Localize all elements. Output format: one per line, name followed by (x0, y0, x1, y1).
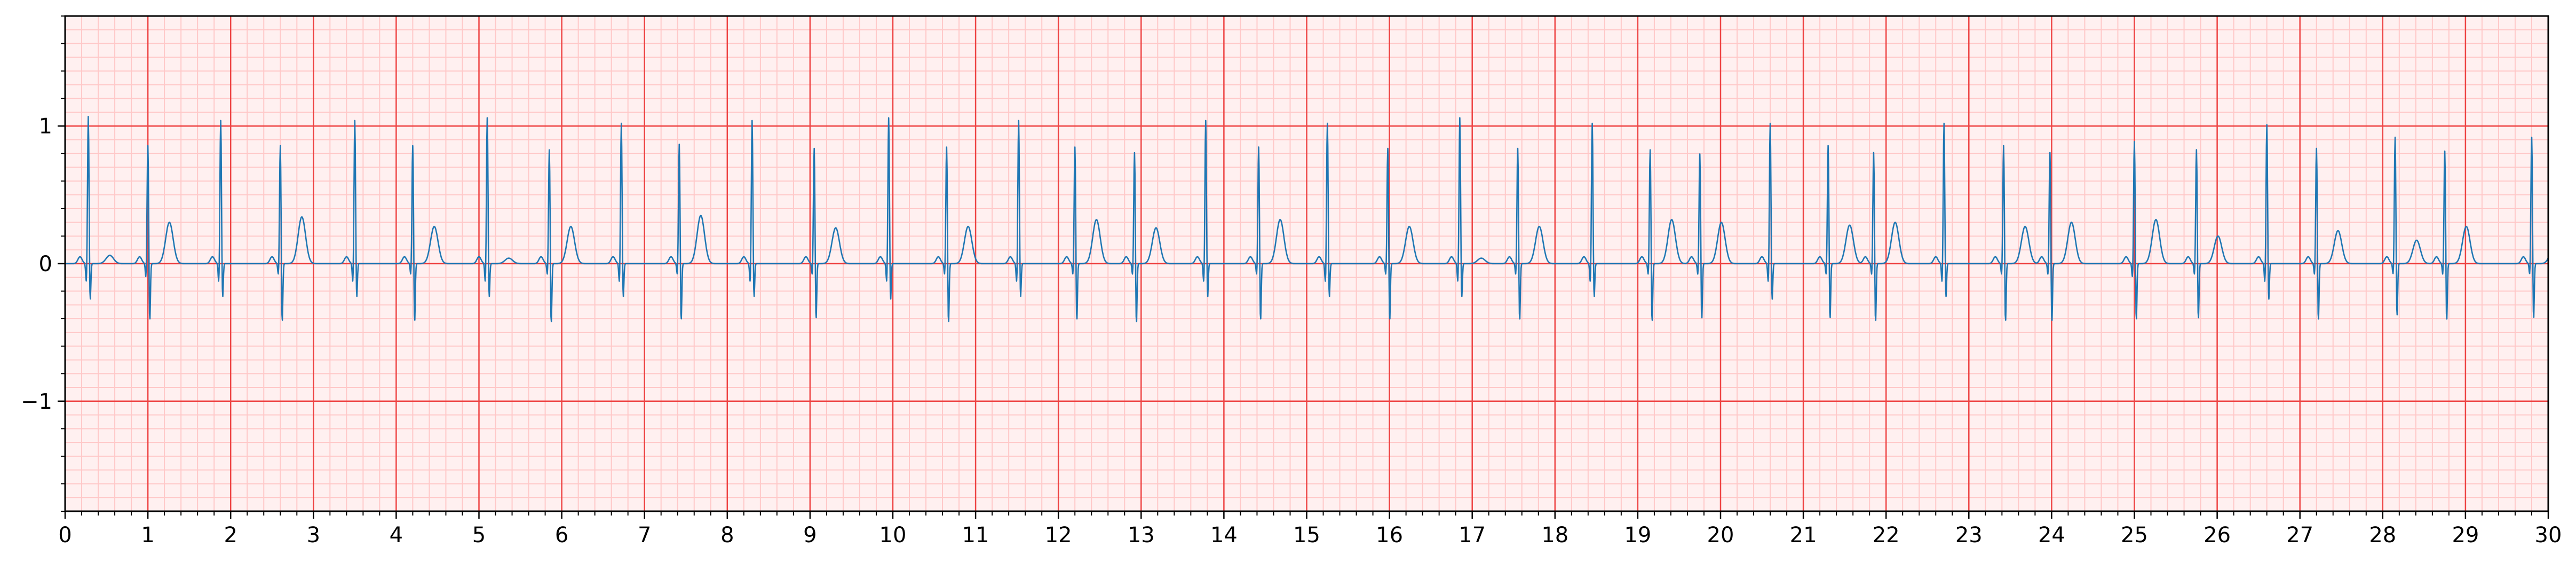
x-tick-label: 21 (1790, 523, 1817, 548)
x-tick-label: 15 (1293, 523, 1320, 548)
x-tick-label: 14 (1210, 523, 1238, 548)
x-tick-label: 18 (1541, 523, 1568, 548)
x-tick-label: 5 (472, 523, 486, 548)
x-tick-label: 25 (2121, 523, 2148, 548)
x-tick-label: 19 (1624, 523, 1651, 548)
x-tick-label: 1 (141, 523, 154, 548)
x-tick-label: 20 (1707, 523, 1734, 548)
x-tick-label: 16 (1376, 523, 1403, 548)
y-tick-label: 0 (39, 252, 52, 276)
x-tick-label: 13 (1128, 523, 1155, 548)
y-tick-label: 1 (39, 114, 52, 139)
x-tick-label: 9 (803, 523, 817, 548)
x-tick-label: 26 (2204, 523, 2231, 548)
x-tick-label: 3 (307, 523, 320, 548)
x-tick-label: 6 (555, 523, 568, 548)
x-tick-label: 30 (2535, 523, 2562, 548)
x-tick-label: 27 (2286, 523, 2313, 548)
ecg-series-line (65, 116, 2549, 322)
y-tick-label: −1 (21, 390, 52, 414)
x-tick-label: 23 (1955, 523, 1983, 548)
x-tick-label: 24 (2038, 523, 2065, 548)
x-tick-label: 4 (390, 523, 403, 548)
x-tick-label: 22 (1873, 523, 1900, 548)
x-tick-label: 2 (224, 523, 237, 548)
series-layer (65, 116, 2549, 322)
y-axis: −1 0 1 (21, 15, 65, 512)
x-tick-label: 29 (2452, 523, 2479, 548)
x-tick-label: 17 (1459, 523, 1486, 548)
x-tick-label: 7 (638, 523, 651, 548)
x-tick-label: 11 (962, 523, 989, 548)
x-axis: 0 1 2 3 4 5 6 7 8 9 10 11 12 13 14 15 16 17 18 19 20 21 22 23 24… (58, 511, 2562, 548)
x-tick-label: 28 (2369, 523, 2396, 548)
x-tick-label: 12 (1045, 523, 1072, 548)
x-tick-label: 8 (720, 523, 734, 548)
x-tick-label: 0 (58, 523, 72, 548)
x-tick-label: 10 (879, 523, 907, 548)
